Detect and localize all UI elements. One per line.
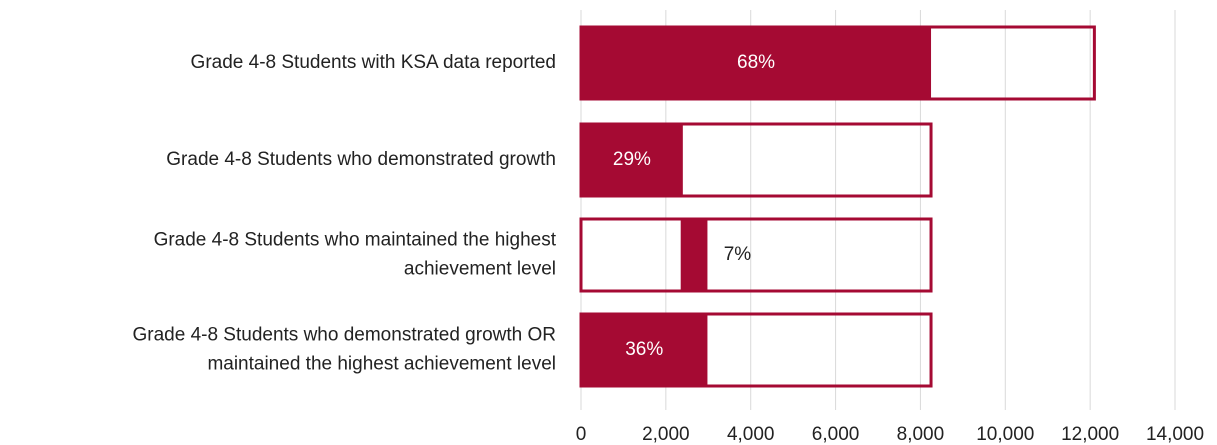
x-tick-label: 2,000 (642, 424, 690, 445)
bar-segment (680, 219, 708, 291)
x-tick-label: 0 (576, 424, 587, 445)
total-outline (579, 217, 933, 293)
data-label: 7% (724, 244, 752, 265)
data-label: 36% (625, 339, 663, 360)
category-label: achievement level (404, 259, 556, 280)
bar-segment (581, 314, 708, 386)
x-tick-label: 6,000 (812, 424, 860, 445)
category-label: Grade 4-8 Students who maintained the hi… (154, 230, 557, 251)
x-tick-label: 10,000 (976, 424, 1034, 445)
data-label: 68% (737, 52, 775, 73)
total-outline (579, 312, 933, 388)
x-tick-label: 14,000 (1146, 424, 1204, 445)
data-label: 29% (613, 149, 651, 170)
total-outline (579, 25, 1096, 101)
bar-segment (581, 124, 683, 196)
x-tick-label: 4,000 (727, 424, 775, 445)
category-label: Grade 4-8 Students who demonstrated grow… (132, 325, 556, 346)
category-label: maintained the highest achievement level (207, 354, 556, 375)
x-tick-label: 8,000 (897, 424, 945, 445)
category-label: Grade 4-8 Students who demonstrated grow… (166, 149, 556, 170)
x-tick-label: 12,000 (1061, 424, 1119, 445)
bar-segment (581, 27, 932, 99)
total-outline (579, 122, 933, 198)
category-label: Grade 4-8 Students with KSA data reporte… (191, 52, 556, 73)
